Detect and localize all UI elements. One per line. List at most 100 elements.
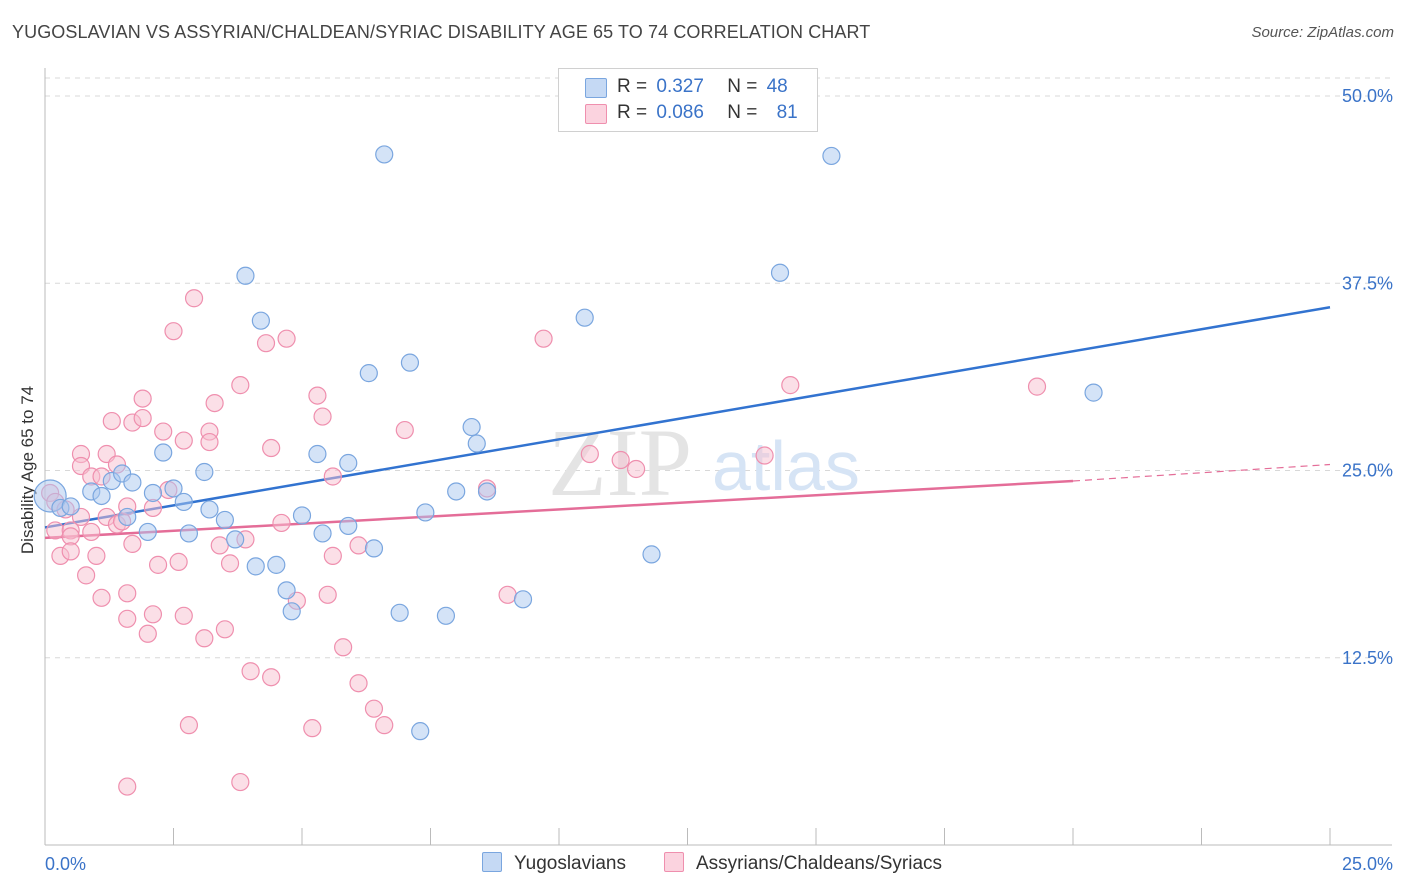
legend-swatch-pink	[664, 852, 684, 872]
point-assyrians	[195, 629, 214, 648]
source-label: Source: ZipAtlas.com	[1251, 24, 1394, 41]
point-assyrians	[323, 546, 342, 565]
n-value: 81	[776, 102, 798, 123]
point-assyrians	[200, 432, 219, 452]
point-assyrians	[148, 555, 168, 574]
point-assyrians	[179, 716, 199, 735]
point-yugoslavians	[467, 434, 486, 453]
point-yugoslavians	[416, 503, 435, 522]
point-yugoslavians	[277, 581, 296, 600]
point-yugoslavians	[267, 555, 286, 574]
point-assyrians	[626, 459, 646, 479]
point-assyrians	[262, 668, 281, 687]
point-assyrians	[303, 719, 322, 738]
point-yugoslavians	[282, 602, 301, 621]
point-yugoslavians	[292, 506, 312, 525]
legend-label: Assyrians/Chaldeans/Syriacs	[696, 853, 943, 874]
point-assyrians	[61, 542, 80, 561]
trend-line-assyrians	[44, 479, 1074, 540]
point-yugoslavians	[513, 590, 533, 609]
point-yugoslavians	[375, 145, 394, 164]
r-label: R =	[617, 76, 648, 97]
point-assyrians	[498, 585, 517, 604]
point-yugoslavians	[390, 603, 409, 622]
point-yugoslavians	[436, 606, 456, 625]
legend-text: R = 0.327 N = 48	[617, 76, 788, 98]
point-assyrians	[210, 536, 229, 555]
point-assyrians	[184, 289, 204, 308]
point-assyrians	[395, 420, 414, 440]
point-assyrians	[580, 444, 599, 464]
point-yugoslavians	[200, 500, 219, 519]
point-yugoslavians	[642, 545, 661, 564]
point-assyrians	[308, 386, 327, 405]
point-assyrians	[277, 329, 296, 348]
point-assyrians	[174, 431, 193, 450]
point-yugoslavians	[195, 462, 214, 482]
tick-labels: 12.5% 25.0% 37.5% 50.0% 0.0% 25.0%	[45, 86, 1393, 874]
r-value: 0.086	[656, 102, 704, 123]
point-yugoslavians	[215, 510, 234, 530]
legend-label: Yugoslavians	[514, 853, 626, 874]
point-yugoslavians	[822, 146, 841, 166]
point-assyrians	[375, 716, 394, 735]
point-yugoslavians	[400, 353, 420, 372]
point-assyrians	[318, 585, 337, 604]
trend-lines	[44, 305, 1331, 540]
point-yugoslavians	[339, 453, 358, 473]
point-assyrians	[272, 513, 291, 533]
n-value: 48	[766, 76, 788, 97]
y-tick-label: 25.0%	[1342, 461, 1393, 481]
legend-swatch-blue	[482, 852, 502, 872]
point-yugoslavians	[226, 530, 245, 549]
point-yugoslavians	[61, 497, 80, 516]
point-assyrians	[118, 584, 137, 603]
legend-text: R = 0.086 N = 81	[617, 102, 798, 124]
legend-item-assyrians: Assyrians/Chaldeans/Syriacs	[664, 852, 942, 875]
point-yugoslavians	[770, 263, 790, 282]
point-assyrians	[231, 376, 250, 395]
point-yugoslavians	[138, 522, 157, 542]
point-assyrians	[118, 777, 137, 796]
r-label: R =	[617, 102, 648, 123]
point-yugoslavians	[447, 482, 466, 501]
point-yugoslavians	[154, 443, 173, 462]
point-assyrians	[143, 605, 163, 624]
point-yugoslavians	[308, 444, 327, 464]
point-yugoslavians	[179, 524, 199, 543]
point-yugoslavians	[246, 557, 265, 576]
point-yugoslavians	[118, 507, 137, 527]
point-assyrians	[349, 536, 368, 555]
point-assyrians	[174, 606, 193, 625]
stats-legend: R = 0.327 N = 48 R = 0.086 N = 81	[558, 68, 818, 132]
point-yugoslavians	[313, 524, 332, 543]
point-assyrians	[1027, 377, 1047, 396]
point-assyrians	[123, 534, 142, 554]
y-tick-label: 37.5%	[1342, 273, 1393, 293]
point-yugoslavians	[143, 483, 163, 503]
point-assyrians	[133, 408, 152, 428]
point-assyrians	[92, 588, 111, 607]
point-yugoslavians	[92, 486, 111, 506]
point-assyrians	[102, 411, 121, 431]
point-assyrians	[215, 620, 234, 639]
trend-line-assyrians-extension	[1072, 463, 1331, 482]
point-yugoslavians	[359, 364, 378, 383]
point-assyrians	[364, 699, 384, 718]
point-assyrians	[87, 546, 106, 565]
data-points	[33, 145, 1103, 796]
point-assyrians	[534, 329, 553, 348]
legend-item-yugoslavians: Yugoslavians	[482, 852, 626, 875]
point-assyrians	[313, 407, 332, 426]
point-yugoslavians	[411, 722, 430, 741]
point-assyrians	[611, 450, 630, 470]
n-label: N =	[727, 76, 758, 97]
point-assyrians	[118, 609, 137, 628]
point-assyrians	[164, 322, 183, 341]
point-yugoslavians	[575, 308, 594, 327]
gridlines	[45, 77, 1392, 659]
watermark-atlas: atlas	[712, 427, 860, 505]
n-label: N =	[727, 102, 758, 123]
point-yugoslavians	[251, 311, 270, 330]
